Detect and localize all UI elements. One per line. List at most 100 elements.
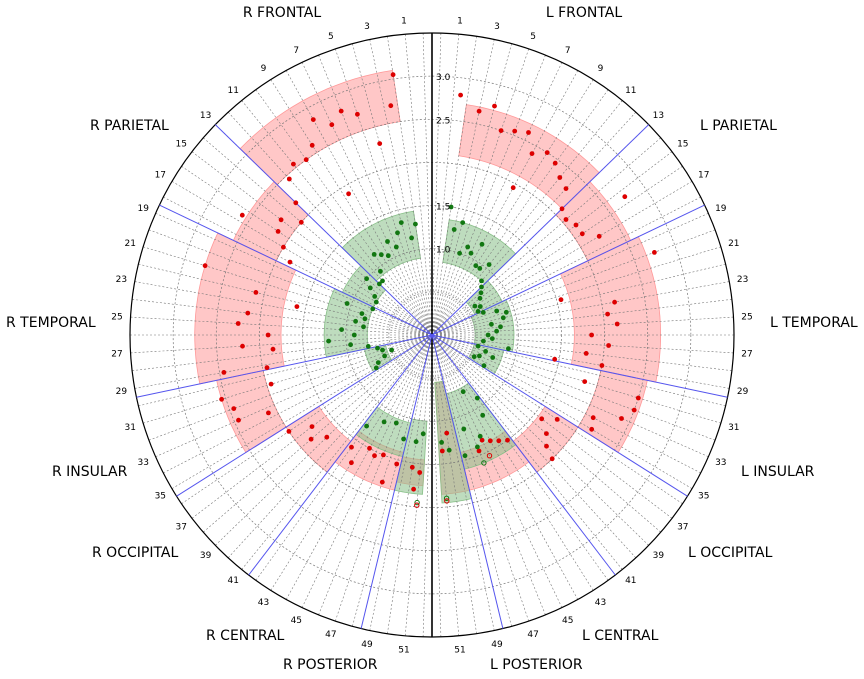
angle-tick-label: 35 — [698, 492, 709, 502]
region-label: L TEMPORAL — [770, 315, 858, 331]
green-point — [420, 431, 426, 437]
red-point — [498, 128, 504, 134]
points-layer — [202, 72, 657, 508]
red-point — [552, 160, 558, 166]
red-point — [512, 128, 518, 134]
green-point — [480, 412, 486, 418]
red-point — [266, 410, 271, 416]
green-point — [477, 433, 483, 439]
angle-tick-label: 39 — [200, 551, 212, 561]
red-point — [298, 219, 304, 225]
green-point — [479, 241, 485, 247]
angle-tick-label: 45 — [562, 616, 573, 626]
grid-spoke — [431, 43, 512, 336]
region-divider — [214, 124, 433, 336]
green-point — [365, 344, 371, 349]
red-point — [505, 437, 510, 443]
green-point — [446, 447, 452, 453]
angle-tick-label: 29 — [116, 387, 128, 397]
red-point — [444, 430, 450, 436]
green-point — [481, 363, 487, 369]
angle-tick-label: 49 — [491, 640, 503, 650]
angle-tick-label: 31 — [124, 423, 135, 433]
red-point — [349, 444, 354, 450]
red-point — [286, 429, 292, 434]
red-point — [582, 379, 588, 384]
red-point — [236, 417, 241, 423]
band-red — [194, 232, 297, 385]
region-divider — [431, 334, 616, 576]
angle-tick-label: 43 — [258, 598, 269, 608]
red-point — [487, 438, 493, 444]
red-point — [596, 233, 602, 239]
green-point — [481, 338, 486, 344]
red-point — [549, 456, 555, 462]
angle-tick-label: 47 — [527, 630, 538, 640]
region-label: L PARIETAL — [700, 118, 777, 134]
angle-tick-label: 51 — [398, 645, 409, 655]
green-point — [471, 354, 477, 360]
angle-tick-label: 3 — [494, 22, 500, 32]
radial-tick-label: 1.5 — [436, 203, 450, 213]
angle-tick-label: 7 — [293, 46, 299, 56]
red-point — [281, 244, 286, 250]
green-point — [475, 343, 481, 349]
red-point — [309, 424, 315, 429]
grid-spoke — [387, 36, 433, 336]
red-point — [231, 406, 237, 411]
green-point — [380, 347, 385, 353]
region-divider — [360, 334, 433, 629]
green-point — [385, 253, 391, 259]
region-divider — [431, 334, 688, 497]
green-point — [478, 290, 484, 296]
grid-ring — [172, 75, 692, 595]
red-point — [510, 185, 516, 191]
grid-spoke — [404, 34, 433, 336]
green-point — [389, 347, 394, 353]
green-point — [480, 310, 486, 315]
red-point — [394, 461, 400, 467]
red-point — [652, 250, 657, 255]
angle-tick-label: 27 — [111, 350, 122, 360]
red-point — [294, 304, 300, 309]
angle-tick-label: 51 — [454, 645, 465, 655]
green-point — [380, 278, 385, 284]
region-divider — [431, 124, 650, 336]
green-point — [373, 299, 379, 305]
red-point — [554, 417, 560, 422]
red-point — [589, 426, 595, 432]
red-point — [411, 486, 416, 492]
angle-tick-label: 23 — [737, 275, 748, 285]
red-point — [458, 92, 463, 98]
green-point — [351, 332, 357, 338]
green-point — [372, 294, 378, 299]
red-point — [635, 395, 641, 401]
green-point — [375, 345, 380, 351]
green-point — [473, 263, 479, 269]
region-divider — [431, 334, 728, 398]
angle-tick-label: 19 — [137, 204, 149, 214]
radial-tick-label: 1.0 — [436, 246, 451, 256]
green-point — [475, 444, 480, 450]
green-point — [475, 309, 481, 314]
green-point — [409, 235, 414, 241]
angle-tick-label: 3 — [364, 22, 370, 32]
green-point — [361, 324, 366, 330]
red-point — [286, 176, 292, 182]
red-point — [544, 150, 550, 156]
red-point — [589, 332, 594, 338]
red-point — [287, 259, 293, 265]
green-point — [326, 338, 331, 344]
grid-spoke — [431, 334, 442, 637]
green-point — [477, 304, 483, 309]
red-point — [614, 321, 620, 327]
region-divider — [159, 204, 433, 336]
green-point — [401, 436, 406, 442]
hollow-point — [481, 460, 487, 466]
green-point — [479, 278, 484, 284]
angle-tick-label: 1 — [401, 17, 407, 27]
hollow-point — [486, 453, 493, 459]
red-point — [526, 130, 531, 135]
green-point — [485, 332, 491, 338]
red-point — [529, 151, 535, 157]
